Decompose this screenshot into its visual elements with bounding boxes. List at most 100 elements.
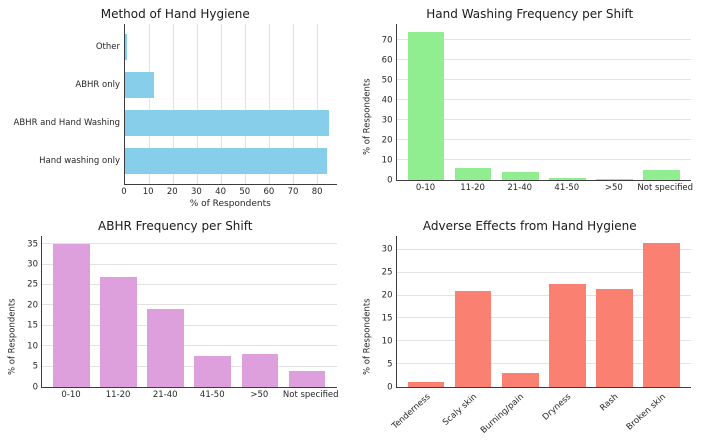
y-tick-label: 30: [381, 244, 393, 255]
bar-slot: [142, 236, 189, 387]
bar-slot: Other: [96, 28, 337, 66]
plot-column: 0 5 10 15 20 25 30 35 0-10 11-20 21-40 41-50 >50 Not…: [19, 236, 345, 438]
x-tick-text: Dryness: [541, 392, 574, 423]
x-tick-label: 60: [263, 187, 275, 197]
gridline: [317, 24, 319, 184]
bar: [288, 370, 326, 387]
bar-slot: [497, 236, 544, 387]
x-tick-label: Tenderness: [390, 390, 449, 438]
gridline: [42, 243, 337, 245]
bar: [596, 179, 633, 180]
chart-panel-hand-washing-frequency: Hand Washing Frequency per Shift % of Re…: [355, 0, 709, 212]
x-tick-label: Dryness: [541, 390, 590, 438]
x-tick-label: 50: [239, 187, 251, 197]
bar-group: [42, 236, 337, 387]
bar-slot: [284, 236, 331, 387]
x-tick-label: 10: [142, 187, 154, 197]
gridline: [42, 365, 337, 367]
bar-group: [397, 24, 692, 180]
bar: [643, 170, 680, 180]
bar: [548, 284, 586, 387]
x-tick-label: 70: [287, 187, 299, 197]
x-tick-label: 20: [166, 187, 178, 197]
plot-area: 0 5 10 15 20 25 30 35: [27, 236, 337, 391]
plot-column: 0 10 20 30 40 50 60 70 0-10 11-20 21-40 41-50 >50 No…: [374, 24, 700, 209]
bar: [596, 288, 633, 387]
x-axis-ticks: 0 10 20 30 40 50 60 70 80: [121, 185, 337, 198]
bar-slot: [236, 236, 283, 387]
y-tick-label: 0: [387, 174, 393, 185]
x-tick-text: Tenderness: [390, 392, 433, 432]
x-tick-label: 0: [121, 187, 127, 197]
y-tick-label: 10: [381, 154, 393, 165]
x-axis-label: % of Respondents: [189, 199, 271, 209]
x-tick-label: 21-40: [507, 183, 533, 193]
chart-area: % of Respondents 0 10 20 30 40 50 60 70 0-10 11-…: [361, 24, 700, 209]
bar-slot: [450, 236, 497, 387]
bar: [454, 168, 492, 180]
y-tick-label: 60: [381, 54, 393, 65]
chart-title: Hand Washing Frequency per Shift: [426, 7, 634, 21]
chart-area: % of Respondents 0 5 10 15 20 25 30 Tenderness…: [361, 236, 700, 438]
bar-slot: [638, 24, 685, 180]
spacer: [374, 197, 700, 209]
gridline: [396, 340, 691, 342]
bar-slot: [450, 24, 497, 180]
x-axis-ticks: 0-10 11-20 21-40 41-50 >50 Not specified: [396, 181, 694, 197]
chart-title: Method of Hand Hygiene: [100, 7, 250, 21]
chart-panel-abhr-frequency: ABHR Frequency per Shift % of Respondent…: [0, 212, 355, 441]
bar-slot: [638, 236, 685, 387]
y-tick-label: 0: [387, 381, 393, 392]
gridline: [396, 79, 691, 80]
y-tick-label: 25: [27, 279, 38, 290]
y-tick-label: 35: [27, 238, 38, 249]
bar-slot: ABHR only: [75, 66, 337, 104]
y-tick-label: 20: [381, 290, 393, 301]
y-tick-label: 30: [381, 114, 393, 125]
gridline: [42, 263, 337, 265]
y-axis-label: % of Respondents: [362, 298, 372, 376]
gridline: [42, 345, 337, 347]
y-axis-label: % of Respondents: [362, 78, 372, 155]
gridline: [173, 24, 175, 184]
bar-slot: ABHR and Hand Washing: [14, 104, 337, 142]
y-tick-label: 15: [381, 313, 393, 324]
bar: [643, 242, 680, 387]
y-tick-label: 25: [381, 267, 393, 278]
category-label: ABHR only: [75, 80, 120, 91]
x-axis-ticks: 0-10 11-20 21-40 41-50 >50 Not specified: [41, 388, 338, 404]
x-tick-label: 21-40: [152, 390, 178, 400]
bar: [501, 172, 539, 180]
bar-slot: [189, 236, 236, 387]
y-tick-label: 50: [381, 74, 393, 85]
bar: [147, 309, 185, 387]
gridline: [42, 304, 337, 306]
y-tick-label: 10: [381, 336, 393, 346]
bar: [125, 72, 154, 98]
x-axis-ticks: Tenderness Scaly skin Burning/pain Dryness R…: [390, 388, 692, 438]
bar: [501, 373, 539, 387]
chart-panel-adverse-effects: Adverse Effects from Hand Hygiene % of R…: [355, 212, 709, 441]
category-label: Other: [95, 42, 120, 53]
bar-group: Other ABHR only ABHR and Hand Washing Hand …: [14, 24, 337, 184]
y-tick-label: 70: [381, 34, 393, 45]
bar-slot: [95, 236, 142, 387]
chart-panel-method-of-hand-hygiene: Method of Hand Hygiene Other ABHR only ABH…: [0, 0, 355, 212]
bar-slot: Hand washing only: [39, 142, 337, 180]
chart-title: ABHR Frequency per Shift: [98, 219, 253, 233]
x-tick-label: 0-10: [61, 390, 81, 400]
bar: [454, 290, 492, 387]
gridline: [221, 24, 223, 184]
plot-column: 0 5 10 15 20 25 30 Tenderness Scaly skin Burning…: [374, 236, 700, 438]
plot-area: 0 10 20 30 40 50 60 70: [382, 24, 692, 184]
x-tick-label: >50: [604, 183, 623, 193]
plot-area: 0 5 10 15 20 25 30: [382, 236, 691, 391]
bar: [241, 354, 279, 387]
x-tick-label: 80: [311, 187, 323, 197]
bar-slot: [402, 236, 449, 387]
x-tick-label: Burning/pain: [479, 390, 543, 438]
x-tick-label: 11-20: [105, 390, 131, 400]
chart-title: Adverse Effects from Hand Hygiene: [422, 219, 637, 233]
bar: [407, 382, 445, 387]
x-tick-label: Not specified: [637, 183, 694, 193]
